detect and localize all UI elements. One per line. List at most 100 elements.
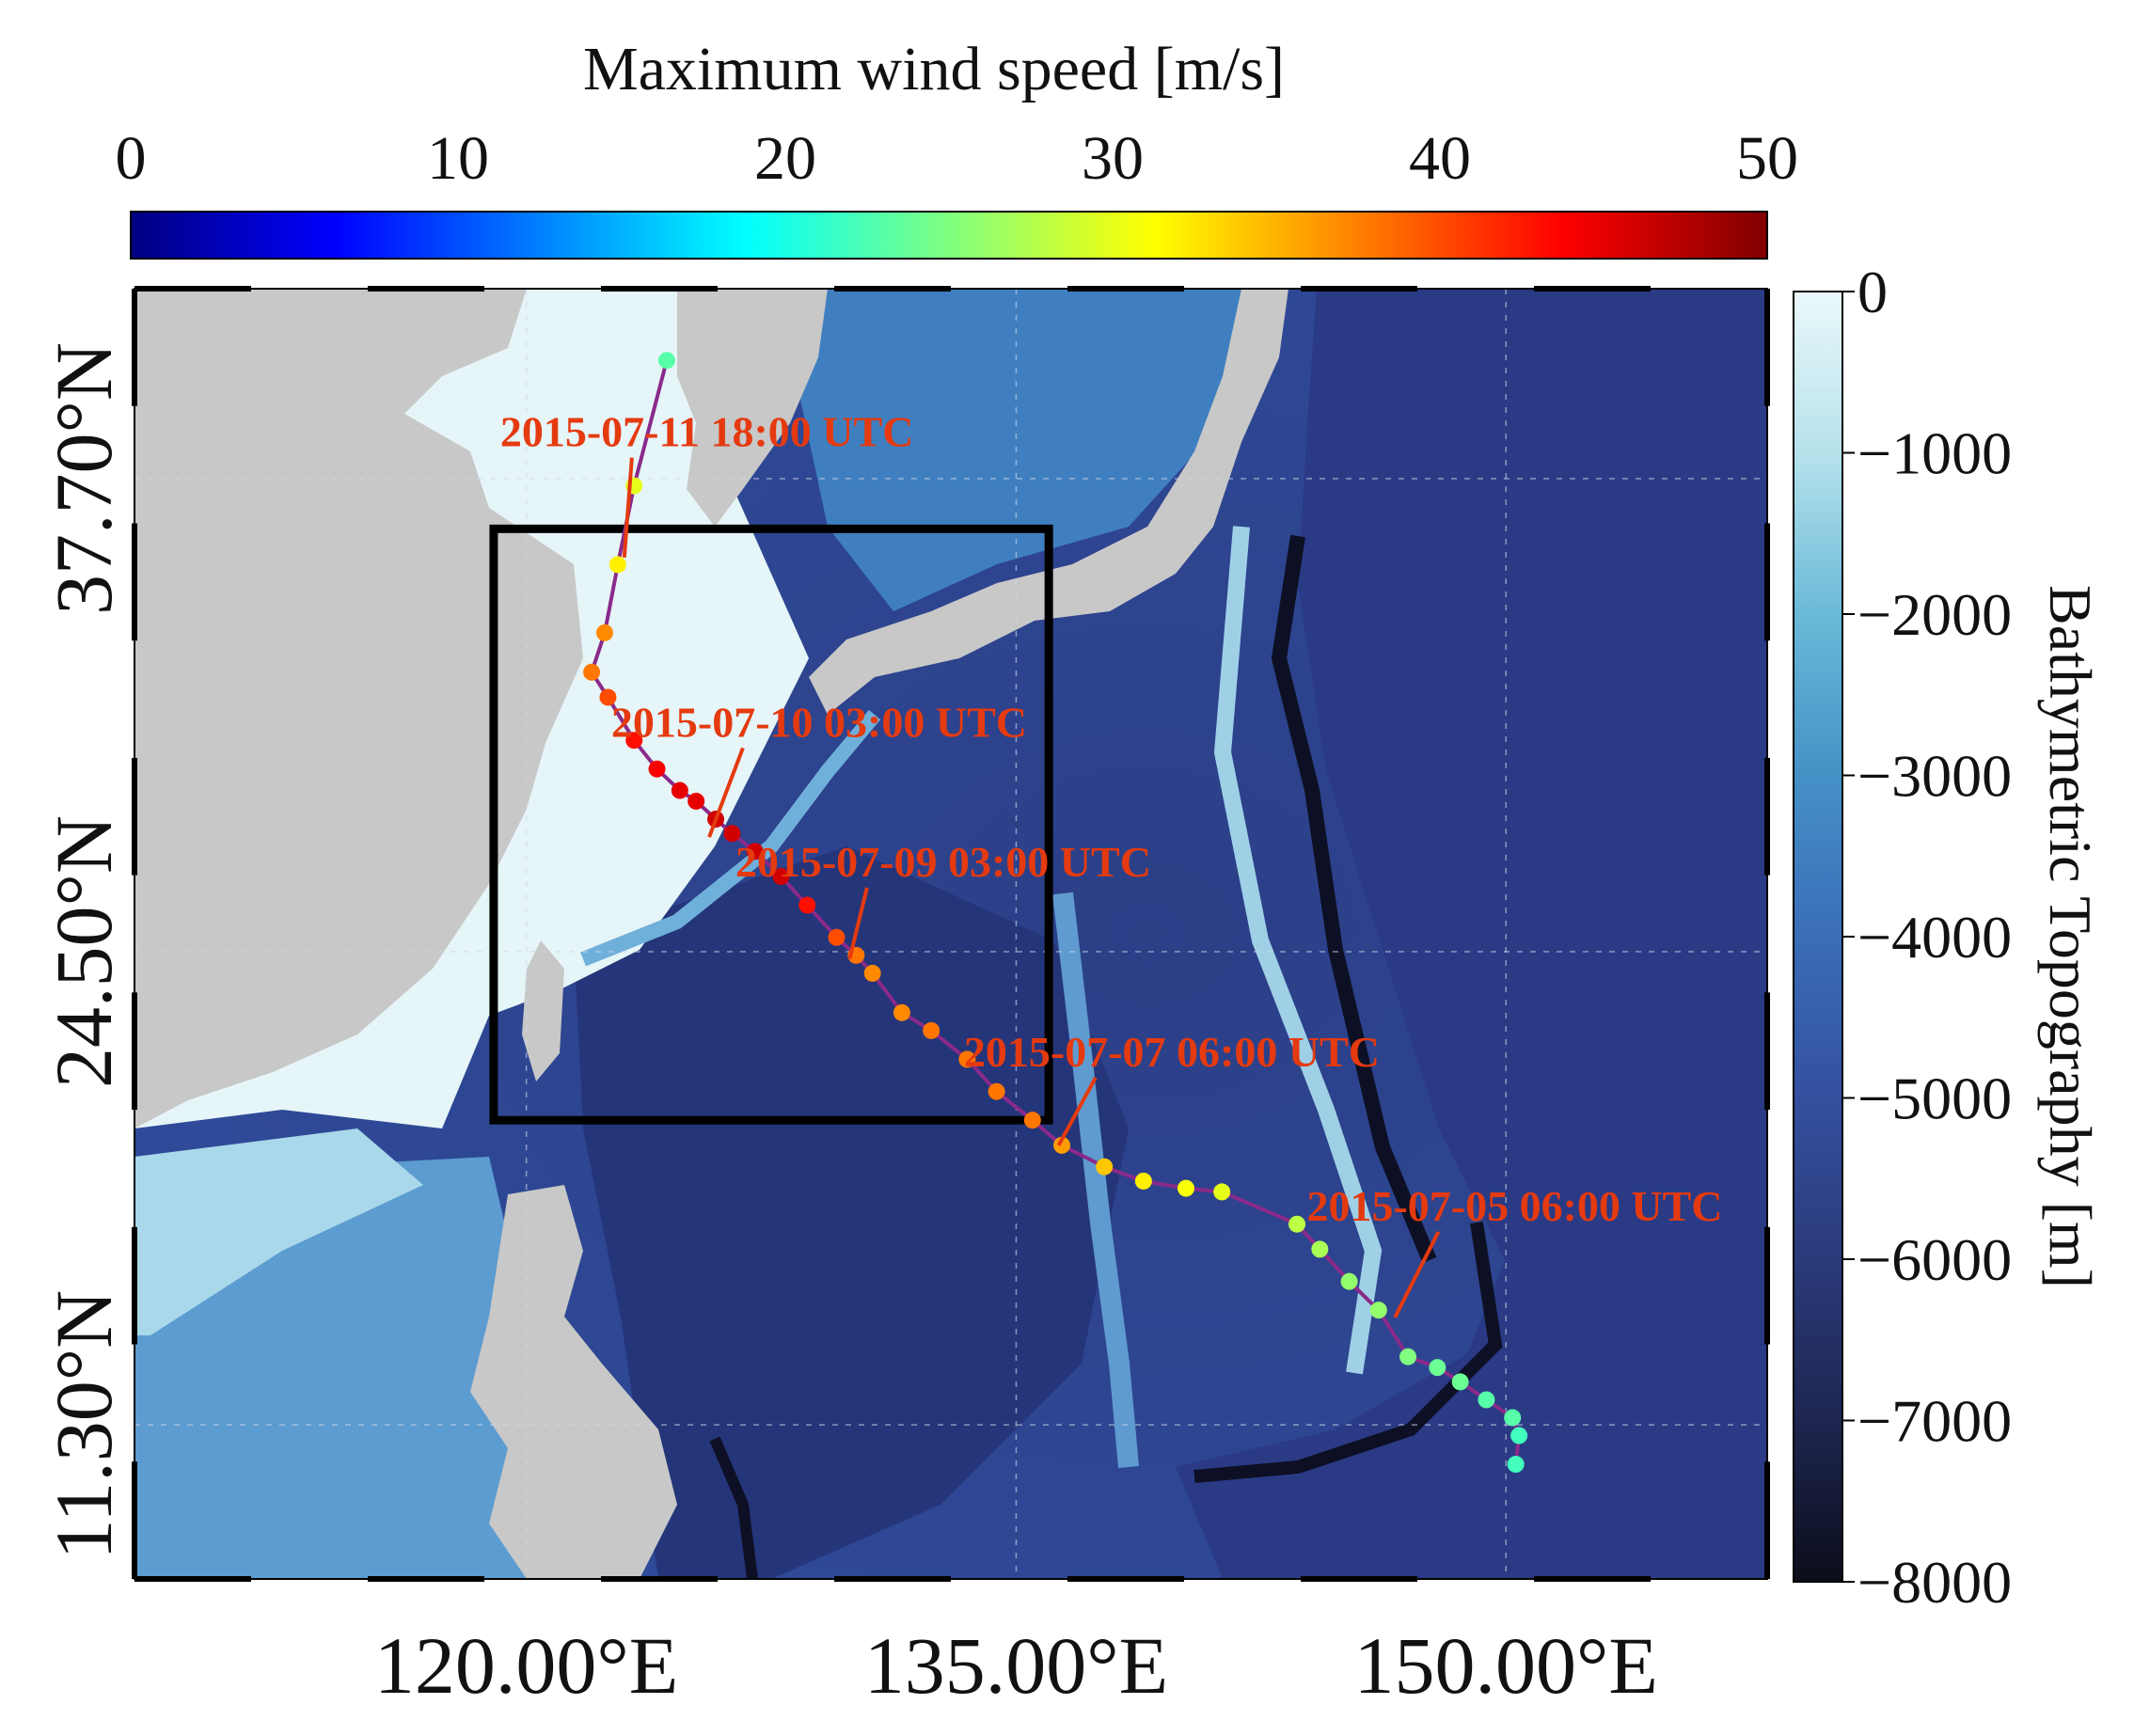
japan-islands — [809, 289, 1288, 715]
south-china-shelf — [134, 1128, 423, 1335]
latitude-label: 37.70°N — [39, 342, 129, 615]
frame-border-segment — [134, 1576, 251, 1582]
track-point — [1478, 1391, 1495, 1409]
frame-border-segment — [368, 286, 484, 292]
ryukyu-ridge — [580, 709, 881, 967]
annotation-leader — [622, 457, 634, 558]
track-point — [1096, 1158, 1114, 1176]
track-point — [923, 1021, 941, 1039]
track-point — [595, 623, 613, 641]
depth-tick-label: −3000 — [1857, 743, 2012, 810]
frame-border-segment — [1301, 286, 1417, 292]
mainland-asia — [134, 289, 583, 1128]
depth-tick-label: −6000 — [1857, 1226, 2012, 1293]
izu-bonin-ridge — [1213, 526, 1383, 1375]
depth-tick-label: −4000 — [1857, 904, 2012, 971]
track-point — [1340, 1272, 1358, 1290]
frame-border-segment — [1067, 1576, 1184, 1582]
track-point — [1504, 1409, 1522, 1427]
track-point — [1451, 1373, 1469, 1391]
track-point — [657, 352, 675, 370]
frame-border-segment — [132, 289, 137, 406]
depth-colorbar-title: Bathymetric Topography [m] — [2037, 585, 2104, 1288]
annotation-label: 2015-07-11 18:00 UTC — [500, 408, 914, 456]
wind-tick-label: 30 — [1082, 124, 1144, 193]
wind-tick-label: 0 — [116, 124, 147, 193]
track-point — [583, 663, 601, 681]
track-point — [1399, 1348, 1417, 1365]
track-point — [1053, 1136, 1071, 1154]
annotation-leader — [1056, 1077, 1098, 1146]
wind-tick-label: 50 — [1736, 124, 1798, 193]
pacific-basin — [1176, 289, 1767, 1579]
wind-speed-colorbar: Maximum wind speed [m/s] 0 10 20 30 40 50 — [116, 35, 1798, 260]
frame-border-segment — [1301, 1576, 1417, 1582]
frame-border-segment — [368, 1576, 484, 1582]
frame-border-segment — [1534, 286, 1651, 292]
graticule — [134, 289, 1767, 1579]
frame-border-segment — [132, 523, 137, 641]
latitude-label: 24.50°N — [39, 815, 129, 1088]
frame-border-segment — [1764, 992, 1770, 1111]
track-point — [1177, 1179, 1194, 1197]
track-point — [1134, 1172, 1152, 1190]
depth-tick-label: −2000 — [1857, 581, 2012, 648]
depth-tick-label: −1000 — [1857, 420, 2012, 487]
frame-border-segment — [132, 1226, 137, 1345]
longitude-label: 120.00°E — [374, 1620, 678, 1711]
wind-colorbar-title: Maximum wind speed [m/s] — [583, 35, 1285, 103]
taiwan — [522, 940, 564, 1081]
philippine-trench — [709, 1436, 758, 1579]
track-point — [1507, 1456, 1525, 1474]
track-point — [988, 1082, 1005, 1100]
frame-border-segment — [1764, 289, 1770, 406]
track-point — [1311, 1240, 1329, 1258]
annotation-label: 2015-07-05 06:00 UTC — [1306, 1182, 1722, 1230]
longitude-label: 135.00°E — [864, 1620, 1168, 1711]
wind-tick-label: 10 — [427, 124, 489, 193]
track-point — [1288, 1215, 1306, 1233]
frame-border-segment — [132, 1461, 137, 1579]
wind-colorbar-ticks: 0 10 20 30 40 50 — [116, 124, 1798, 224]
frame-border-segment — [1067, 286, 1184, 292]
japan-trench — [1271, 534, 1437, 1264]
frame-tick-marks — [132, 286, 1770, 1582]
kyushu-palau-ridge — [1052, 892, 1139, 1468]
typhoon-track-points — [583, 352, 1528, 1474]
philippines — [470, 1185, 677, 1579]
bathymetry-colorbar: 0 −1000 −2000 −3000 −4000 −5000 −6000 −7000 −800… — [1793, 259, 2104, 1616]
annotation-leader — [1393, 1230, 1441, 1318]
philippine-sea-basin — [574, 846, 1129, 1579]
depth-colorbar-ticks: 0 −1000 −2000 −3000 −4000 −5000 −6000 −7000 −800… — [1842, 259, 2012, 1616]
track-point — [1510, 1427, 1528, 1444]
frame-border-segment — [134, 286, 251, 292]
track-point — [798, 896, 816, 914]
frame-border-segment — [1764, 1226, 1770, 1345]
track-point — [863, 964, 881, 982]
track-point — [671, 781, 688, 799]
korean-peninsula — [677, 289, 828, 527]
frame-border-segment — [1764, 1461, 1770, 1579]
frame-border-segment — [601, 286, 718, 292]
track-point — [625, 732, 643, 750]
track-point — [746, 843, 764, 860]
track-point — [723, 825, 741, 843]
track-point — [648, 760, 666, 778]
track-point — [893, 1003, 910, 1021]
track-point — [609, 556, 626, 574]
wind-tick-label: 20 — [754, 124, 816, 193]
region-box — [489, 524, 1053, 1125]
wind-colorbar-bar — [130, 211, 1768, 260]
track-point — [772, 868, 790, 886]
annotation-leader — [847, 887, 869, 960]
track-point — [1369, 1302, 1387, 1319]
frame-border-segment — [1534, 1576, 1651, 1582]
frame-border-segment — [1764, 523, 1770, 641]
depth-tick-label: 0 — [1857, 259, 1888, 325]
track-point — [1023, 1112, 1041, 1129]
track-point — [958, 1050, 976, 1068]
annotation-label: 2015-07-09 03:00 UTC — [735, 838, 1151, 886]
wind-tick-label: 40 — [1409, 124, 1471, 193]
map-panel: 2015-07-11 18:00 UTC 2015-07-10 03:00 UTC… — [39, 286, 1770, 1711]
